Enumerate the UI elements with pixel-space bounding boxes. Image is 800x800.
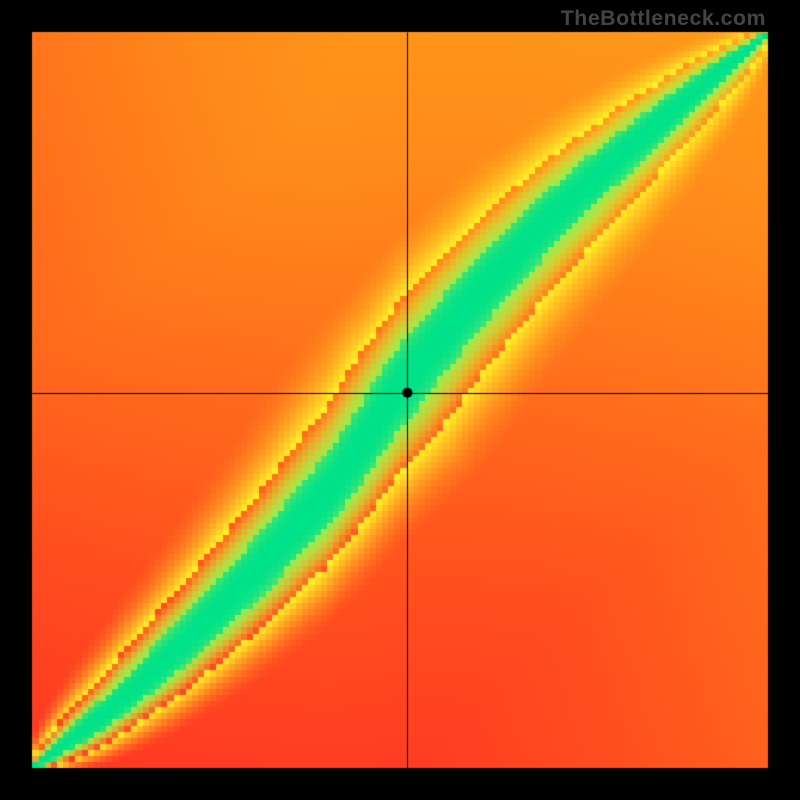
watermark-text: TheBottleneck.com: [561, 6, 766, 31]
bottleneck-heatmap-canvas: [0, 0, 800, 800]
chart-stage: TheBottleneck.com: [0, 0, 800, 800]
